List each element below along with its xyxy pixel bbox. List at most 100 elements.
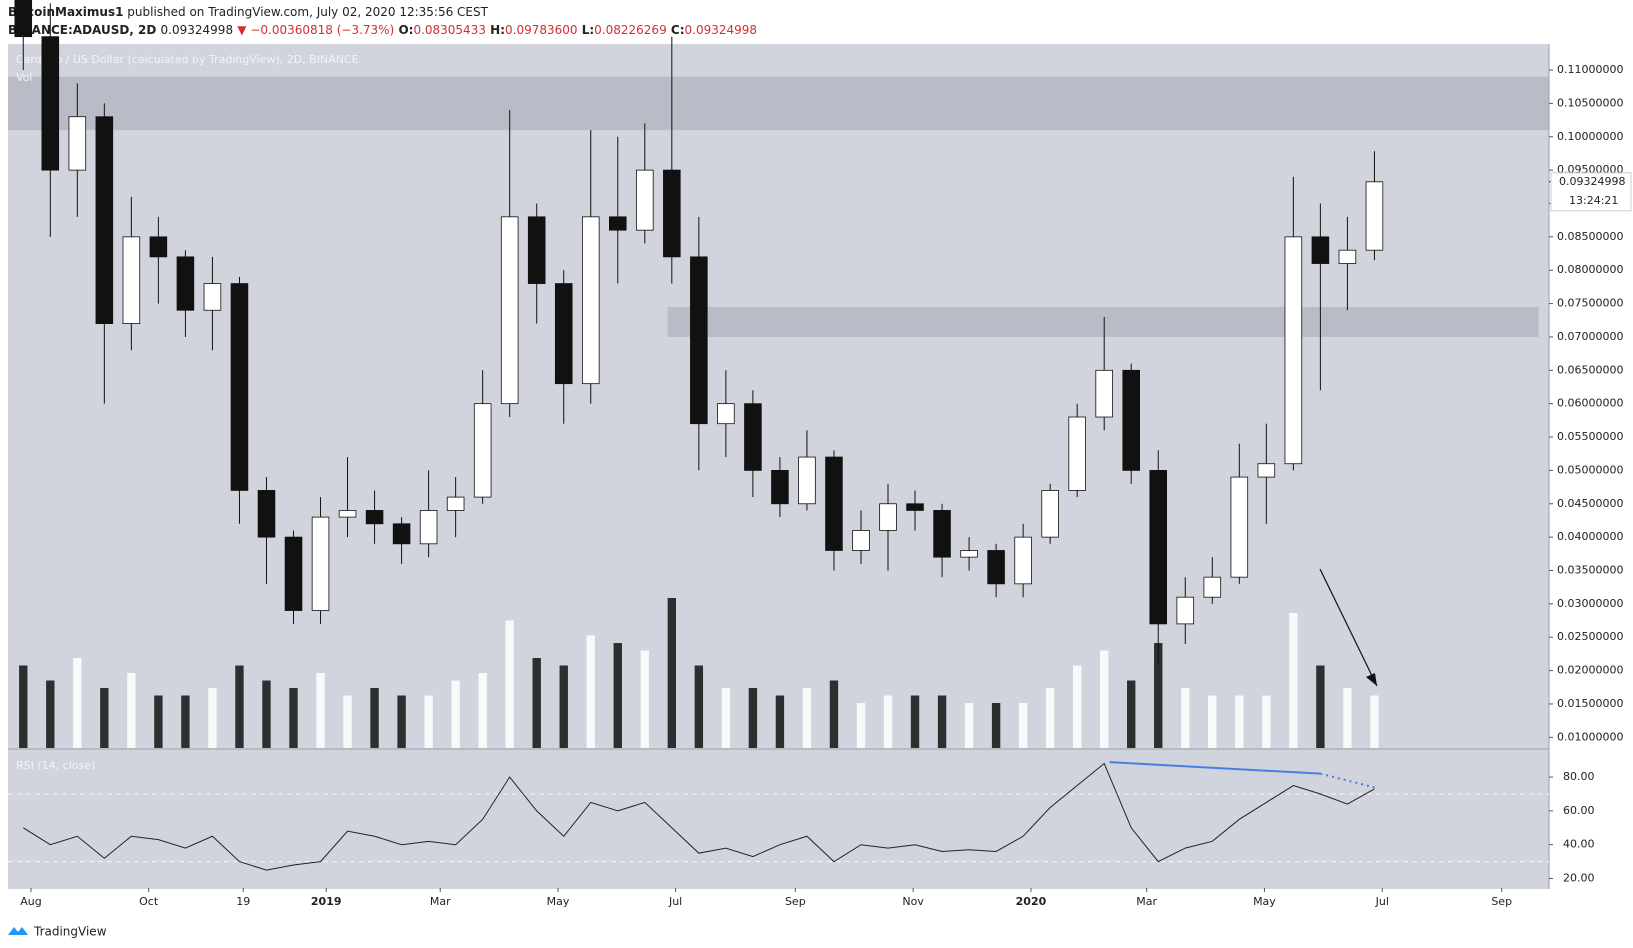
volume-bar [1072, 665, 1082, 748]
candle-body [149, 236, 168, 258]
volume-bar [991, 703, 1001, 748]
candle-body [852, 530, 870, 551]
y-tick-label: 0.01500000 [1557, 697, 1623, 710]
volume-bar [46, 680, 55, 748]
y-tick-label: 0.02500000 [1557, 630, 1623, 643]
candle-body [987, 550, 1005, 585]
last-price-box [1550, 172, 1632, 212]
last-price-label: 0.09324998 [1559, 175, 1625, 188]
candle-body [527, 216, 546, 284]
volume-bar [640, 650, 649, 748]
volume-bar [802, 688, 812, 748]
published: published on TradingView.com, July 02, 2… [127, 5, 488, 19]
volume-bar [127, 673, 136, 748]
candle-body [825, 456, 843, 551]
y-tick-label: 0.08000000 [1557, 263, 1623, 276]
volume-bar [1127, 680, 1136, 748]
rsi-tick-label: 80.00 [1563, 770, 1595, 783]
ohlc-label: L: [582, 23, 594, 37]
candle-body [1176, 596, 1195, 625]
x-tick-label: May [1253, 895, 1276, 908]
x-tick-label: Jul [668, 895, 682, 908]
rsi-projection [1320, 772, 1377, 789]
candle-body [1338, 249, 1357, 264]
volume-bar [1154, 643, 1163, 748]
ohlc-value: 0.08226269 [594, 23, 667, 37]
y-tick-label: 0.04500000 [1557, 497, 1623, 510]
x-tick-label: Jul [1375, 895, 1389, 908]
volume-bar [235, 665, 244, 748]
volume-bar [316, 673, 325, 748]
zone [8, 76, 1549, 131]
volume-bar [694, 665, 704, 748]
volume-bar [478, 673, 487, 748]
volume-bar [343, 695, 352, 748]
candle-body [122, 236, 141, 324]
candle-body [1095, 369, 1113, 418]
volume-bar [1045, 688, 1055, 748]
y-tick-label: 0.05500000 [1557, 430, 1623, 443]
volume-bar [829, 680, 839, 748]
candle-body [879, 503, 897, 531]
candle-body [1068, 416, 1086, 491]
candle-body [744, 403, 762, 471]
ohlc-label: O: [398, 23, 413, 37]
candle-body [1257, 463, 1276, 478]
volume-bar [964, 703, 974, 748]
price: 0.09324998 [161, 23, 234, 37]
volume-bar [1289, 613, 1298, 748]
x-tick-label: 2020 [1016, 895, 1047, 908]
ohlc-label: H: [490, 23, 505, 37]
header-line-1: BitcoinMaximus1 published on TradingView… [8, 5, 489, 19]
x-tick-label: Mar [1136, 895, 1157, 908]
y-tick-label: 0.10500000 [1557, 96, 1623, 109]
candle-body [609, 216, 627, 231]
ohlc-value: 0.08305433 [413, 23, 486, 37]
y-tick-label: 0.06000000 [1557, 397, 1623, 410]
volume-bar [1262, 695, 1271, 748]
volume-bar [586, 635, 595, 748]
candle-body [1041, 490, 1059, 538]
candle-body [176, 256, 195, 311]
x-tick-label: Sep [785, 895, 806, 908]
x-tick-label: Nov [902, 895, 924, 908]
volume-bar [73, 658, 82, 748]
candle-body [581, 216, 600, 385]
candle-body [500, 216, 519, 405]
candle-body [95, 116, 114, 324]
y-tick-label: 0.02000000 [1557, 664, 1623, 677]
volume-bar [451, 680, 460, 748]
volume-bar [1235, 695, 1244, 748]
candle-body [906, 503, 924, 511]
candle-body [1230, 476, 1249, 578]
volume-bar [19, 665, 28, 748]
candle-body [1149, 470, 1168, 625]
x-tick-label: Mar [430, 895, 451, 908]
volume-bar [1370, 695, 1379, 748]
volume-bar [1181, 688, 1190, 748]
zone [667, 306, 1539, 337]
change: ▼ −0.00360818 (−3.73%) [237, 23, 394, 37]
candle-body [1365, 181, 1384, 251]
volume-bar [154, 695, 163, 748]
volume-bar [937, 695, 947, 748]
volume-bar [100, 688, 109, 748]
x-tick-label: May [547, 895, 570, 908]
rsi-trendline [1109, 761, 1321, 775]
y-tick-label: 0.01000000 [1557, 730, 1623, 743]
volume-bar [208, 688, 217, 748]
header-line-2: BINANCE:ADAUSD, 2D 0.09324998 ▼ −0.00360… [8, 23, 757, 37]
volume-bar [532, 658, 541, 748]
rsi-tick-label: 60.00 [1563, 804, 1595, 817]
chart-title: Cardano / US Dollar (calculated by Tradi… [16, 53, 359, 66]
volume-bar [262, 680, 271, 748]
y-tick-label: 0.10000000 [1557, 130, 1623, 143]
x-tick-label: Oct [139, 895, 159, 908]
x-tick-label: Sep [1491, 895, 1512, 908]
chart-background [8, 44, 1549, 889]
candle-body [14, 0, 33, 38]
volume-bar [1343, 688, 1352, 748]
author: BitcoinMaximus1 [8, 5, 123, 19]
candle-body [1311, 236, 1330, 264]
candle-body [257, 490, 276, 538]
